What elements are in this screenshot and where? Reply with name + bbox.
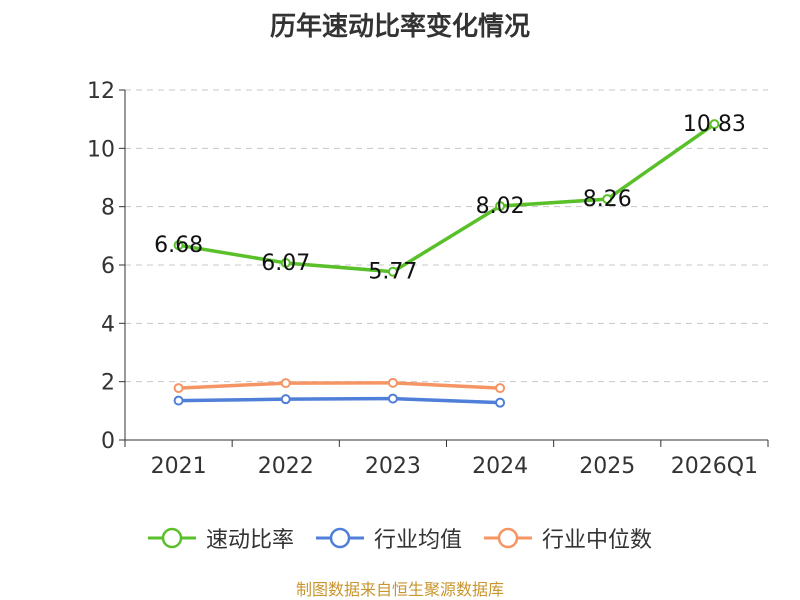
y-tick-label: 0 — [101, 429, 115, 454]
y-tick-label: 4 — [101, 312, 115, 337]
data-point — [173, 383, 184, 394]
data-point — [173, 395, 184, 406]
legend-label: 行业均值 — [373, 528, 462, 553]
y-tick-label: 2 — [101, 371, 115, 396]
y-tick-label: 10 — [87, 137, 115, 162]
legend-item-2[interactable]: 行业均值 — [315, 522, 462, 554]
label-layer: 6.68 6.07 5.77 8.02 8.26 10.83 — [154, 112, 746, 285]
data-label: 6.07 — [261, 251, 310, 276]
series-layer — [173, 119, 720, 408]
x-tick-label: 2024 — [472, 454, 528, 479]
y-tick-label: 8 — [101, 196, 115, 221]
data-point — [495, 397, 506, 408]
data-label: 8.02 — [476, 194, 525, 219]
data-point — [495, 201, 506, 212]
data-point — [280, 257, 291, 268]
series-line-2 — [178, 396, 501, 405]
x-tick-label: 2021 — [151, 454, 207, 479]
y-tick-label: 12 — [87, 79, 115, 104]
data-label: 8.26 — [583, 187, 632, 212]
x-tick-label: 2022 — [258, 454, 314, 479]
data-point — [387, 377, 398, 388]
legend: 速动比率 行业均值 行业中位数 — [0, 518, 800, 558]
legend-item-1[interactable]: 速动比率 — [147, 522, 294, 554]
data-point — [173, 240, 184, 251]
data-label: 10.83 — [683, 112, 746, 137]
legend-swatch — [484, 527, 532, 549]
series-line-3 — [178, 381, 501, 390]
data-point — [280, 394, 291, 405]
data-point — [709, 119, 720, 130]
x-tick-label: 2025 — [579, 454, 635, 479]
chart-title: 历年速动比率变化情况 — [269, 12, 530, 42]
series-line-1 — [178, 122, 716, 274]
axis-layer: 0 2 4 6 8 10 12 2021 2022 2023 2024 2025 2026Q1 — [87, 79, 769, 479]
legend-label: 行业中位数 — [542, 528, 653, 553]
data-point — [602, 194, 613, 205]
data-point — [280, 378, 291, 389]
data-point — [387, 393, 398, 404]
legend-label: 速动比率 — [205, 528, 294, 553]
data-point — [495, 383, 506, 394]
legend-swatch — [315, 527, 364, 549]
x-tick-label: 2023 — [365, 454, 421, 479]
data-label: 6.68 — [154, 233, 203, 258]
x-tick-label: 2026Q1 — [671, 454, 758, 479]
data-label: 5.77 — [368, 260, 417, 285]
data-point — [387, 266, 398, 277]
legend-item-3[interactable]: 行业中位数 — [484, 522, 652, 554]
y-tick-label: 6 — [101, 254, 115, 279]
source-note: 制图数据来自恒生聚源数据库 — [295, 580, 504, 599]
grid-layer — [125, 89, 768, 383]
legend-swatch — [147, 527, 196, 549]
